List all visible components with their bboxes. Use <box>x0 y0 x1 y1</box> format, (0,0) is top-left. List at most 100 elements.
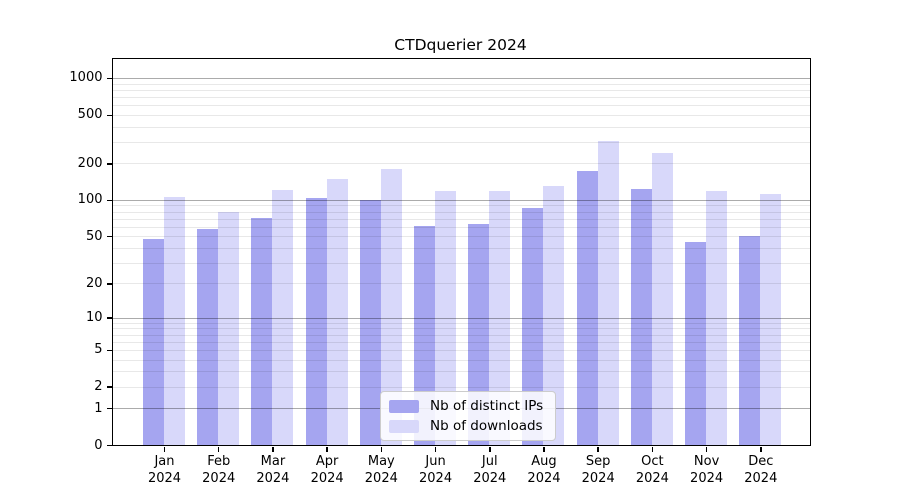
bar-nb-of-distinct-ips-jun <box>414 225 436 445</box>
bar-nb-of-distinct-ips-oct <box>630 188 652 445</box>
x-tick-label-jun: Jun 2024 <box>419 453 453 486</box>
y-tick-label-200: 200 <box>77 155 103 171</box>
bar-nb-of-distinct-ips-jan <box>143 239 164 445</box>
x-tick-nov <box>705 447 708 452</box>
bar-nb-of-downloads-nov <box>706 191 728 445</box>
y-tick-0 <box>106 444 112 447</box>
bar-nb-of-distinct-ips-may <box>359 200 381 445</box>
legend: Nb of distinct IPs Nb of downloads <box>380 391 557 441</box>
bar-nb-of-distinct-ips-mar <box>251 217 273 445</box>
gridline-500 <box>113 114 810 116</box>
gridline-1000 <box>113 78 810 79</box>
y-tick-1000 <box>106 77 112 80</box>
gridline-90 <box>113 205 810 207</box>
gridline-7 <box>113 334 810 336</box>
y-tick-label-10: 10 <box>85 310 103 326</box>
x-tick-label-apr: Apr 2024 <box>310 453 344 486</box>
bar-nb-of-downloads-jun <box>435 191 457 445</box>
bar-nb-of-downloads-oct <box>651 152 673 445</box>
gridline-6 <box>113 341 810 343</box>
y-tick-label-100: 100 <box>77 192 103 208</box>
bar-nb-of-downloads-dec <box>760 194 782 445</box>
plot-area: Nb of distinct IPs Nb of downloads <box>112 58 811 446</box>
bar-nb-of-downloads-jul <box>489 190 511 445</box>
gridline-4 <box>113 359 810 361</box>
gridline-800 <box>113 89 810 91</box>
gridline-400 <box>113 126 810 128</box>
x-tick-dec <box>760 447 762 452</box>
y-tick-10 <box>106 317 112 319</box>
y-tick-20 <box>106 283 112 285</box>
legend-swatch-distinct-ips <box>389 399 419 413</box>
gridline-900 <box>113 83 810 85</box>
y-tick-500 <box>106 114 112 116</box>
gridline-100 <box>113 199 810 201</box>
bar-nb-of-distinct-ips-feb <box>197 229 219 445</box>
bars-layer <box>113 59 810 445</box>
y-tick-label-2: 2 <box>94 379 103 395</box>
grid-layer <box>113 59 810 445</box>
bar-nb-of-distinct-ips-sep <box>576 170 598 445</box>
y-tick-1 <box>106 407 112 410</box>
x-tick-feb <box>217 447 220 452</box>
bar-nb-of-downloads-mar <box>272 189 294 445</box>
y-tick-label-0: 0 <box>94 437 103 453</box>
x-tick-label-aug: Aug 2024 <box>527 453 561 486</box>
gridline-600 <box>113 105 810 107</box>
gridline-9 <box>113 322 810 324</box>
bar-nb-of-distinct-ips-jul <box>468 224 490 445</box>
x-tick-may <box>380 447 383 452</box>
gridline-5 <box>113 349 810 351</box>
y-tick-200 <box>106 163 112 165</box>
y-tick-label-1000: 1000 <box>69 70 103 86</box>
gridline-60 <box>113 226 810 228</box>
bar-nb-of-distinct-ips-aug <box>522 208 544 445</box>
legend-label-distinct-ips: Nb of distinct IPs <box>430 398 544 414</box>
gridline-70 <box>113 218 810 220</box>
x-tick-label-feb: Feb 2024 <box>202 453 236 486</box>
bar-nb-of-downloads-aug <box>543 185 565 445</box>
x-tick-label-mar: Mar 2024 <box>256 453 290 486</box>
bar-nb-of-distinct-ips-apr <box>305 197 327 445</box>
y-tick-100 <box>106 199 112 202</box>
bar-nb-of-downloads-feb <box>218 212 240 445</box>
gridline-300 <box>113 141 810 143</box>
y-tick-label-50: 50 <box>85 228 103 244</box>
x-tick-label-nov: Nov 2024 <box>690 453 724 486</box>
x-tick-label-jul: Jul 2024 <box>473 453 507 486</box>
gridline-30 <box>113 262 810 264</box>
bar-nb-of-distinct-ips-dec <box>739 236 761 445</box>
legend-swatch-downloads <box>389 419 419 433</box>
chart-title: CTDquerier 2024 <box>394 36 527 54</box>
x-tick-jun <box>434 447 437 452</box>
y-tick-label-500: 500 <box>77 107 103 123</box>
x-tick-aug <box>543 447 545 452</box>
y-tick-2 <box>106 386 112 388</box>
gridline-3 <box>113 371 810 373</box>
y-tick-label-5: 5 <box>94 342 103 358</box>
y-tick-label-20: 20 <box>85 275 103 291</box>
gridline-700 <box>113 96 810 98</box>
legend-item-downloads: Nb of downloads <box>389 418 543 434</box>
bar-nb-of-downloads-apr <box>326 179 348 445</box>
y-tick-5 <box>106 349 112 352</box>
x-tick-label-oct: Oct 2024 <box>635 453 669 486</box>
legend-label-downloads: Nb of downloads <box>430 418 543 434</box>
legend-item-distinct-ips: Nb of distinct IPs <box>389 398 543 414</box>
y-tick-50 <box>106 235 112 238</box>
x-tick-jul <box>489 447 491 452</box>
x-tick-sep <box>597 447 599 452</box>
x-tick-label-jan: Jan 2024 <box>147 453 182 486</box>
x-tick-apr <box>326 447 328 452</box>
gridline-200 <box>113 163 810 165</box>
gridline-40 <box>113 247 810 249</box>
gridline-80 <box>113 211 810 213</box>
bar-nb-of-downloads-may <box>380 168 402 445</box>
gridline-2 <box>113 386 810 388</box>
bar-nb-of-downloads-jan <box>164 197 185 445</box>
gridline-8 <box>113 328 810 330</box>
x-tick-label-may: May 2024 <box>364 453 398 486</box>
gridline-20 <box>113 283 810 285</box>
y-tick-label-1: 1 <box>94 400 103 416</box>
